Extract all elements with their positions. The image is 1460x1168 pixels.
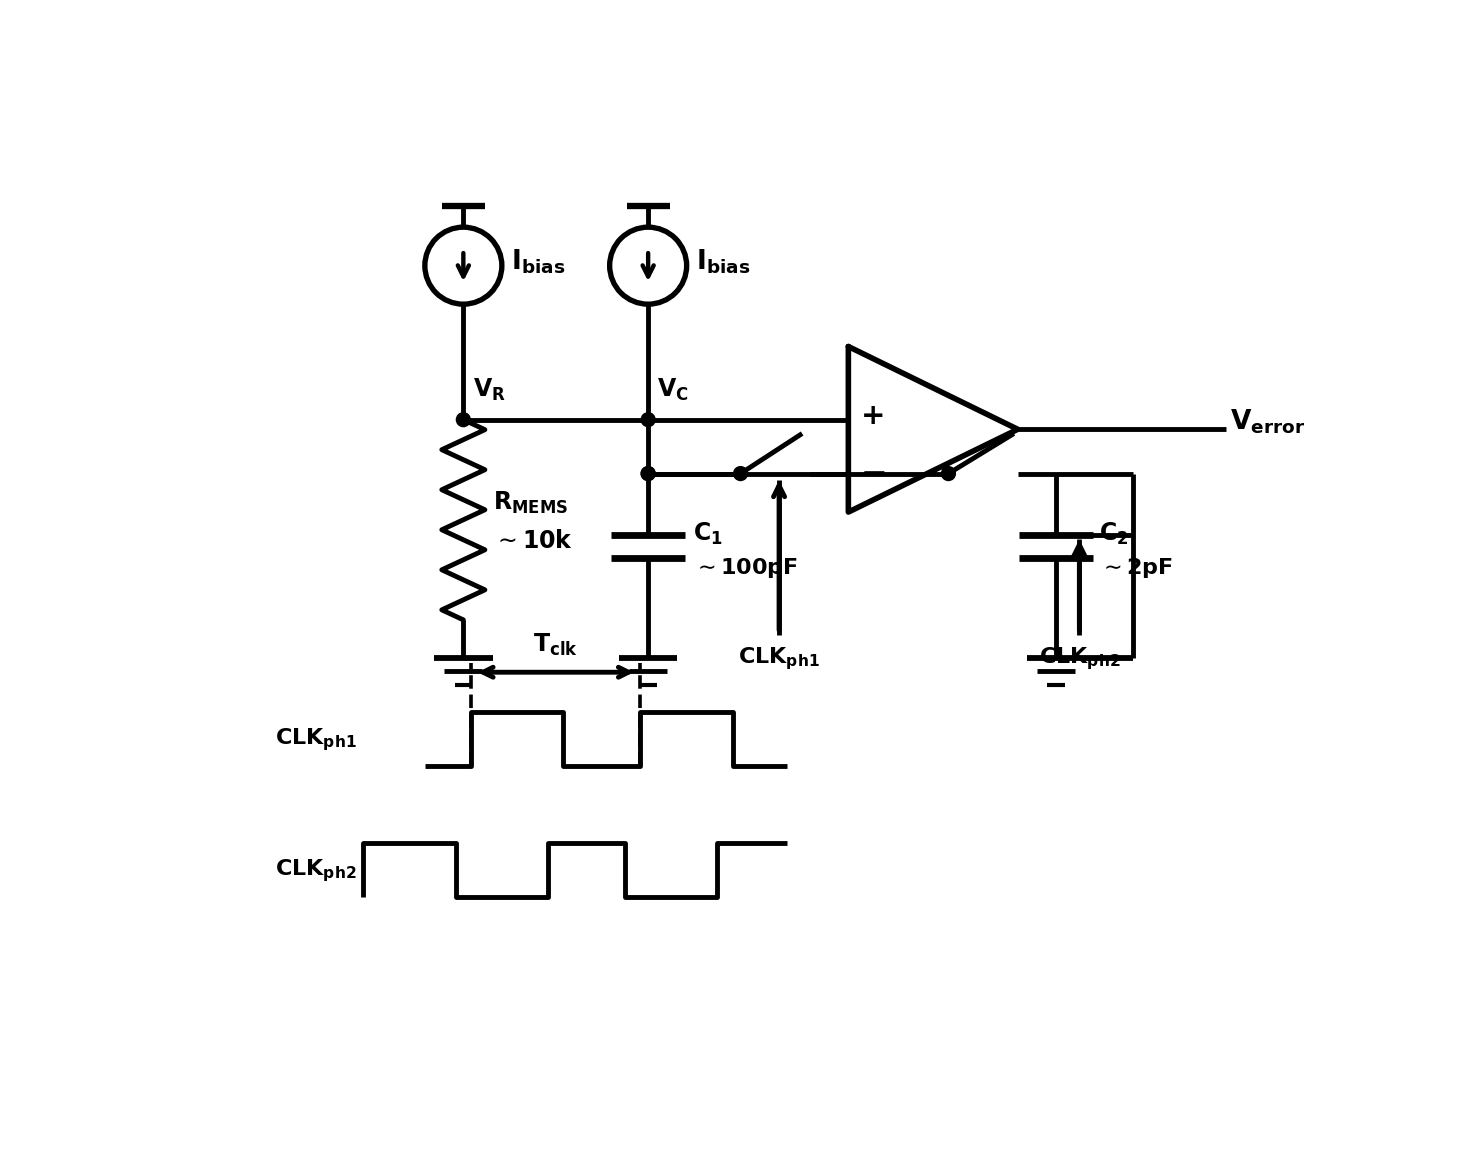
Text: $\mathbf{C_2}$: $\mathbf{C_2}$ xyxy=(1098,521,1129,547)
Text: $\sim\mathbf{10k}$: $\sim\mathbf{10k}$ xyxy=(492,529,572,554)
Circle shape xyxy=(733,467,748,480)
Text: $\mathbf{CLK_{ph1}}$: $\mathbf{CLK_{ph1}}$ xyxy=(739,645,821,672)
Text: $\mathbf{I}$$_{\mathbf{bias}}$: $\mathbf{I}$$_{\mathbf{bias}}$ xyxy=(511,248,565,276)
Text: $\mathbf{CLK_{ph1}}$: $\mathbf{CLK_{ph1}}$ xyxy=(274,725,356,752)
Text: $\mathbf{V_R}$: $\mathbf{V_R}$ xyxy=(473,376,505,403)
Text: $\mathbf{V}$$_{\mathbf{error}}$: $\mathbf{V}$$_{\mathbf{error}}$ xyxy=(1229,408,1305,436)
Circle shape xyxy=(457,412,470,426)
Circle shape xyxy=(641,412,656,426)
Text: $\mathbf{CLK_{ph2}}$: $\mathbf{CLK_{ph2}}$ xyxy=(1038,645,1120,672)
Text: $\mathbf{V_C}$: $\mathbf{V_C}$ xyxy=(657,376,689,403)
Text: $\mathbf{I}$$_{\mathbf{bias}}$: $\mathbf{I}$$_{\mathbf{bias}}$ xyxy=(696,248,750,276)
Circle shape xyxy=(942,467,955,480)
Text: $\mathbf{R_{MEMS}}$: $\mathbf{R_{MEMS}}$ xyxy=(492,489,568,516)
Text: $\sim\mathbf{2pF}$: $\sim\mathbf{2pF}$ xyxy=(1098,556,1172,580)
Text: $\mathbf{C_1}$: $\mathbf{C_1}$ xyxy=(694,521,723,547)
Circle shape xyxy=(641,467,656,480)
Text: $\sim\mathbf{100pF}$: $\sim\mathbf{100pF}$ xyxy=(694,556,797,580)
Text: $\mathbf{CLK_{ph2}}$: $\mathbf{CLK_{ph2}}$ xyxy=(274,856,356,883)
Text: +: + xyxy=(861,402,885,430)
Text: $\mathbf{T_{clk}}$: $\mathbf{T_{clk}}$ xyxy=(533,632,578,659)
Text: $-$: $-$ xyxy=(860,457,886,487)
Circle shape xyxy=(641,467,656,480)
